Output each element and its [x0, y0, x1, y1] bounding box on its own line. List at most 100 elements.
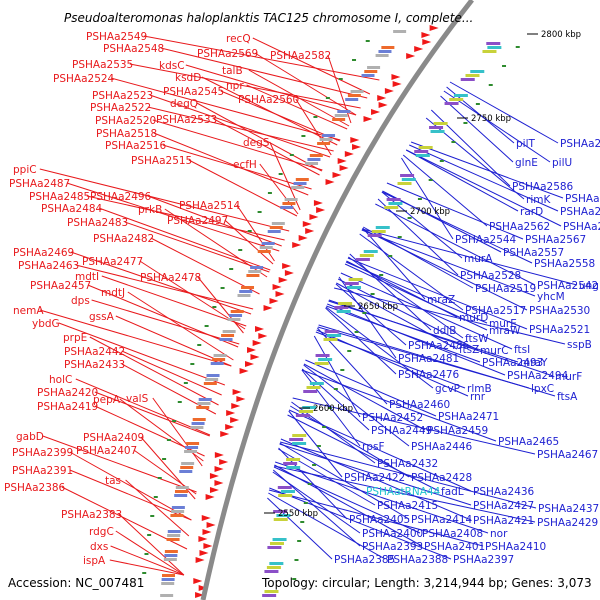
- gene-label-right[interactable]: PSHAa2427: [473, 500, 534, 512]
- forward-gene-arrow[interactable]: [209, 473, 219, 479]
- gene-label-left[interactable]: PSHAa2399: [12, 447, 73, 459]
- forward-gene-arrow[interactable]: [378, 102, 388, 108]
- forward-gene-arrow[interactable]: [363, 116, 373, 122]
- gene-label-right[interactable]: PSHAa2432: [377, 458, 438, 470]
- gene-label-left[interactable]: holC: [49, 374, 72, 386]
- gene-label-right[interactable]: PSHAa2385: [334, 554, 395, 566]
- gene-label-right[interactable]: PSHAa2578: [563, 221, 600, 233]
- gene-label-right[interactable]: PSHAa2519: [475, 283, 536, 295]
- forward-gene-arrow[interactable]: [392, 81, 402, 87]
- gene-label-left[interactable]: PSHAa2391: [12, 465, 73, 477]
- forward-gene-arrow[interactable]: [252, 340, 262, 346]
- forward-gene-arrow[interactable]: [203, 543, 213, 549]
- gene-label-right[interactable]: lpxC: [531, 383, 554, 395]
- gene-label-right[interactable]: murC: [480, 345, 509, 357]
- gene-label-left[interactable]: gssA: [89, 311, 115, 323]
- gene-label-right[interactable]: PSHAa2393: [362, 541, 423, 553]
- gene-label-left[interactable]: nemA: [13, 305, 44, 317]
- gene-label-left[interactable]: PSHAa2442: [64, 346, 125, 358]
- gene-label-left[interactable]: PSHAa2433: [64, 359, 125, 371]
- gene-label-right[interactable]: PSHAa2400: [362, 528, 423, 540]
- forward-gene-arrow[interactable]: [337, 158, 347, 164]
- gene-label-left[interactable]: PSHAa2523: [92, 90, 153, 102]
- forward-gene-arrow[interactable]: [198, 536, 208, 542]
- forward-gene-arrow[interactable]: [193, 578, 203, 584]
- forward-gene-arrow[interactable]: [391, 74, 401, 80]
- forward-gene-arrow[interactable]: [313, 200, 323, 206]
- forward-gene-arrow[interactable]: [371, 109, 381, 115]
- gene-label-left[interactable]: talB: [222, 65, 243, 77]
- gene-label-left[interactable]: prkB: [138, 204, 162, 216]
- gene-label-left[interactable]: PSHAa2520: [95, 115, 156, 127]
- forward-gene-arrow[interactable]: [309, 214, 319, 220]
- gene-label-right[interactable]: PSHAa2557: [503, 247, 564, 259]
- forward-gene-arrow[interactable]: [214, 480, 224, 486]
- forward-gene-arrow[interactable]: [344, 151, 354, 157]
- forward-gene-arrow[interactable]: [258, 333, 268, 339]
- forward-gene-arrow[interactable]: [275, 291, 285, 297]
- gene-label-right[interactable]: PSHAa2588: [565, 193, 600, 205]
- gene-label-right[interactable]: PSHAa2558: [534, 258, 595, 270]
- gene-label-right[interactable]: PSHAa2414: [411, 514, 473, 526]
- gene-label-right[interactable]: rarD: [520, 206, 543, 218]
- forward-gene-arrow[interactable]: [272, 284, 282, 290]
- gene-label-left[interactable]: kdsC: [159, 60, 185, 72]
- forward-gene-arrow[interactable]: [302, 221, 312, 227]
- gene-label-right[interactable]: ftsZ: [459, 344, 479, 356]
- gene-label-left[interactable]: ppiC: [13, 164, 37, 176]
- gene-label-left[interactable]: PSHAa2487: [9, 178, 70, 190]
- gene-label-left[interactable]: PSHAa2485: [29, 191, 90, 203]
- forward-gene-arrow[interactable]: [201, 515, 211, 521]
- gene-label-left[interactable]: tas: [105, 475, 121, 487]
- forward-gene-arrow[interactable]: [384, 88, 394, 94]
- forward-gene-arrow[interactable]: [298, 235, 308, 241]
- gene-label-left[interactable]: PSHAa2420: [37, 387, 98, 399]
- gene-label-left[interactable]: PSHAa2484: [41, 203, 103, 215]
- gene-label-right[interactable]: PSHAa2528: [460, 270, 521, 282]
- gene-label-left[interactable]: PSHAa2457: [30, 280, 91, 292]
- forward-gene-arrow[interactable]: [219, 459, 229, 465]
- gene-label-left[interactable]: pepA: [93, 394, 121, 406]
- gene-label-left[interactable]: PSHAa2535: [72, 59, 133, 71]
- gene-label-left[interactable]: PSHAa2497: [167, 215, 228, 227]
- gene-label-right[interactable]: pilT: [516, 138, 535, 150]
- gene-label-left[interactable]: gabD: [16, 431, 44, 443]
- gene-label-right[interactable]: PSHAa2422: [344, 472, 405, 484]
- forward-gene-arrow[interactable]: [202, 529, 212, 535]
- gene-label-right[interactable]: pilU: [552, 157, 572, 169]
- gene-label-left[interactable]: valS: [126, 393, 149, 405]
- forward-gene-arrow[interactable]: [269, 298, 279, 304]
- gene-label-right[interactable]: PSHAa2494: [507, 370, 569, 382]
- gene-label-left[interactable]: PSHAa2569: [197, 48, 258, 60]
- gene-label-left[interactable]: PSHAa2515: [131, 155, 192, 167]
- gene-label-right[interactable]: PSHAa2530: [529, 305, 590, 317]
- forward-gene-arrow[interactable]: [199, 550, 209, 556]
- gene-label-right[interactable]: rpsF: [362, 441, 385, 453]
- forward-gene-arrow[interactable]: [305, 228, 315, 234]
- forward-gene-arrow[interactable]: [429, 25, 439, 31]
- forward-gene-arrow[interactable]: [225, 424, 235, 430]
- gene-label-right[interactable]: PSHAa2486: [408, 340, 470, 352]
- gene-label-right[interactable]: PSHAa2471: [438, 411, 499, 423]
- gene-label-left[interactable]: PSHAa2477: [82, 256, 143, 268]
- gene-label-left[interactable]: PSHAa2496: [90, 191, 152, 203]
- gene-label-left[interactable]: recQ: [226, 33, 251, 45]
- gene-label-right[interactable]: PSHAa2493: [482, 357, 543, 369]
- gene-label-right[interactable]: rimK: [526, 194, 551, 206]
- forward-gene-arrow[interactable]: [226, 410, 236, 416]
- forward-gene-arrow[interactable]: [209, 487, 219, 493]
- gene-label-right[interactable]: nor: [490, 528, 508, 540]
- forward-gene-arrow[interactable]: [332, 172, 342, 178]
- forward-gene-arrow[interactable]: [239, 368, 249, 374]
- gene-label-right[interactable]: gcvP: [435, 383, 460, 395]
- gene-label-left[interactable]: PSHAa2560: [238, 94, 299, 106]
- gene-label-right[interactable]: PSHAa2517: [465, 305, 526, 317]
- forward-gene-arrow[interactable]: [316, 207, 326, 213]
- forward-gene-arrow[interactable]: [352, 144, 362, 150]
- gene-label-left[interactable]: PSHAa2533: [156, 114, 217, 126]
- gene-label-right[interactable]: PSHAa2437: [538, 503, 599, 515]
- gene-label-right[interactable]: rlmB: [467, 383, 492, 395]
- forward-gene-arrow[interactable]: [421, 32, 431, 38]
- trna-label[interactable]: PSHAatRNA44: [366, 486, 441, 498]
- forward-gene-arrow[interactable]: [220, 431, 230, 437]
